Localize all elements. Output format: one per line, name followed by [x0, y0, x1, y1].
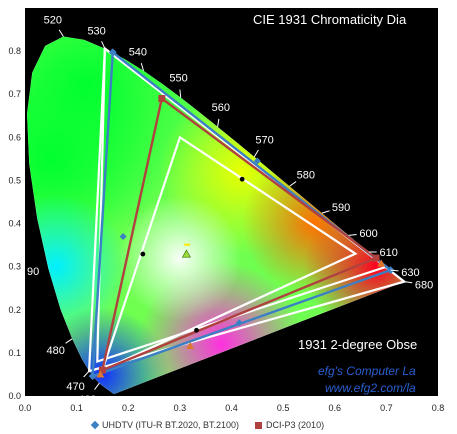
edge-marker-3 [186, 341, 195, 349]
wavelength-tick-11 [404, 281, 413, 284]
y-tick-label-7: 0.7 [8, 89, 21, 99]
watermark-line-2: www.efg2.com/la [325, 381, 416, 395]
wavelength-label-460: 460 [78, 394, 96, 406]
locus-color-1 [27, 45, 165, 273]
white-point-4 [194, 327, 199, 333]
wavelength-tick-1 [101, 41, 106, 49]
wavelength-label-550: 550 [169, 73, 187, 85]
wavelength-label-600: 600 [359, 228, 377, 240]
x-tick-label-5: 0.5 [277, 403, 290, 413]
wavelength-label-590: 590 [332, 202, 350, 214]
gamut-point-1-2 [98, 366, 106, 374]
edge-marker-5 [377, 259, 386, 267]
x-tick-label-1: 0.1 [70, 403, 83, 413]
x-tick-label-0: 0.0 [19, 403, 32, 413]
wavelength-label-560: 560 [212, 102, 230, 114]
y-tick-label-6: 0.6 [8, 132, 21, 142]
wavelength-tick-5 [253, 149, 259, 158]
wavelength-tick-10 [390, 269, 399, 272]
square-icon [255, 421, 263, 429]
y-tick-label-5: 0.5 [8, 175, 21, 185]
wavelength-label-470: 470 [66, 381, 84, 393]
white-point-2 [140, 251, 146, 257]
gamut-dci-p3 [100, 96, 379, 373]
y-tick-label-2: 0.2 [8, 305, 21, 315]
wavelength-tick-7 [321, 210, 330, 214]
legend-item-dci-p3: DCI-P3 (2010) [255, 420, 324, 430]
wavelength-label-610: 610 [380, 247, 398, 259]
y-tick-label-0: 0.0 [8, 391, 21, 401]
x-tick-label-2: 0.2 [122, 403, 135, 413]
wavelength-tick-14 [94, 382, 100, 390]
wavelength-tick-2 [140, 62, 145, 71]
gamut-point-0-2 [88, 372, 97, 381]
diamond-icon [90, 420, 100, 430]
x-tick-label-3: 0.3 [174, 403, 187, 413]
y-tick-label-4: 0.4 [8, 219, 21, 229]
white-point-1 [184, 243, 191, 246]
gamut-point-0-1 [108, 48, 117, 57]
chart-title: CIE 1931 Chromaticity Dia [253, 12, 407, 27]
wavelength-label-530: 530 [87, 25, 105, 37]
x-tick-label-6: 0.6 [328, 403, 341, 413]
edge-marker-4 [96, 370, 105, 378]
wavelength-tick-8 [348, 234, 357, 236]
legend-item-uhdtv: UHDTV (ITU-R BT.2020, BT.2100) [90, 420, 240, 430]
wavelength-label-680: 680 [415, 279, 433, 291]
legend-label-dci-p3: DCI-P3 (2010) [266, 420, 325, 430]
x-tick-label-4: 0.4 [225, 403, 238, 413]
x-tick-label-7: 0.7 [380, 403, 393, 413]
gamut-point-1-0 [372, 254, 380, 262]
chart-subtitle: 1931 2-degree Obse [298, 337, 417, 352]
white-point-3 [239, 176, 245, 182]
wavelength-label-left: 90 [27, 266, 39, 278]
wavelength-tick-3 [179, 89, 182, 98]
wavelength-tick-13 [83, 370, 90, 378]
y-tick-label-3: 0.3 [8, 262, 21, 272]
watermark-line-1: efg's Computer La [318, 364, 416, 378]
wavelength-label-570: 570 [255, 135, 273, 147]
y-tick-label-8: 0.8 [8, 46, 21, 56]
x-tick-label-8: 0.8 [432, 403, 445, 413]
white-point-0 [181, 249, 191, 258]
wavelength-tick-12 [65, 338, 73, 344]
y-tick-label-1: 0.1 [8, 348, 21, 358]
wavelength-label-580: 580 [297, 170, 315, 182]
edge-marker-2 [235, 319, 243, 327]
legend-label-uhdtv: UHDTV (ITU-R BT.2020, BT.2100) [102, 420, 240, 430]
wavelength-tick-4 [217, 118, 220, 127]
wavelength-label-520: 520 [44, 15, 62, 27]
gamut-point-1-1 [158, 95, 166, 103]
wavelength-tick-0 [58, 29, 64, 37]
legend: UHDTV (ITU-R BT.2020, BT.2100) DCI-P3 (2… [90, 418, 334, 432]
wavelength-label-630: 630 [401, 267, 419, 279]
wavelength-tick-6 [289, 181, 297, 187]
edge-marker-0 [253, 157, 261, 165]
wavelength-label-540: 540 [129, 47, 147, 59]
edge-marker-1 [119, 232, 127, 240]
wavelength-label-480: 480 [47, 345, 65, 357]
